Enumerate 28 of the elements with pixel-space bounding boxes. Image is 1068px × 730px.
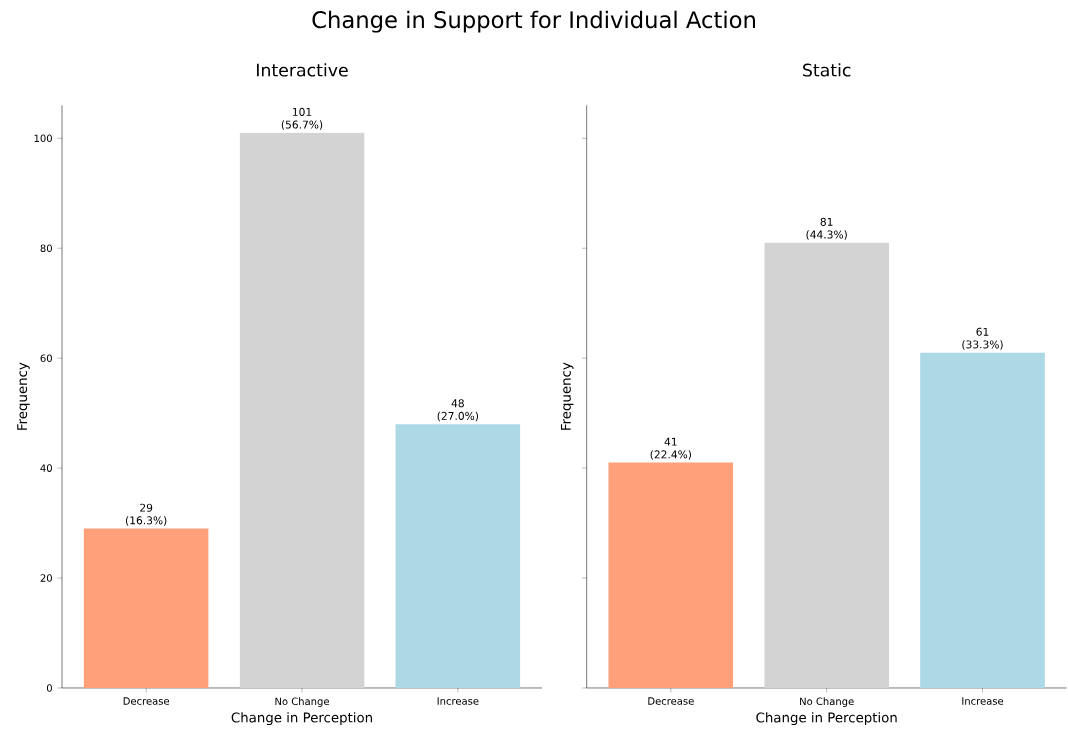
y-axis-title: Frequency [560, 362, 574, 430]
chart-title: Static [803, 63, 851, 77]
chart-title: Interactive [257, 63, 348, 77]
x-axis-title: Change in Perception [231, 712, 372, 726]
y-tick-label: 100 [34, 134, 52, 143]
y-tick-label: 40 [40, 464, 52, 472]
y-tick-label: 0 [46, 684, 52, 692]
bar [395, 424, 521, 688]
data-label: 41 (22.4%) [650, 437, 691, 460]
data-label: 81 (44.3%) [806, 217, 847, 240]
x-tick-label: No Change [800, 697, 854, 708]
data-label: 48 (27.0%) [437, 399, 479, 422]
data-label: 61 (33.3%) [962, 327, 1003, 350]
x-axis-title: Change in Perception [756, 712, 897, 726]
data-label: 101 (56.7%) [281, 107, 323, 130]
x-tick-label: Increase [437, 697, 479, 705]
y-tick-label: 80 [40, 244, 52, 253]
x-tick-label: Decrease [123, 697, 170, 705]
y-tick-label: 20 [40, 574, 52, 582]
text: Change in Support for Individual Action [312, 10, 755, 33]
x-tick-label: Decrease [648, 697, 694, 705]
y-tick-label: 60 [40, 354, 52, 362]
bar [83, 528, 209, 688]
x-tick-label: No Change [275, 697, 330, 708]
bar [239, 132, 365, 688]
y-axis-title: Frequency [17, 362, 30, 430]
data-label: 29 (16.3%) [125, 503, 167, 526]
x-tick-label: Increase [962, 697, 1004, 705]
